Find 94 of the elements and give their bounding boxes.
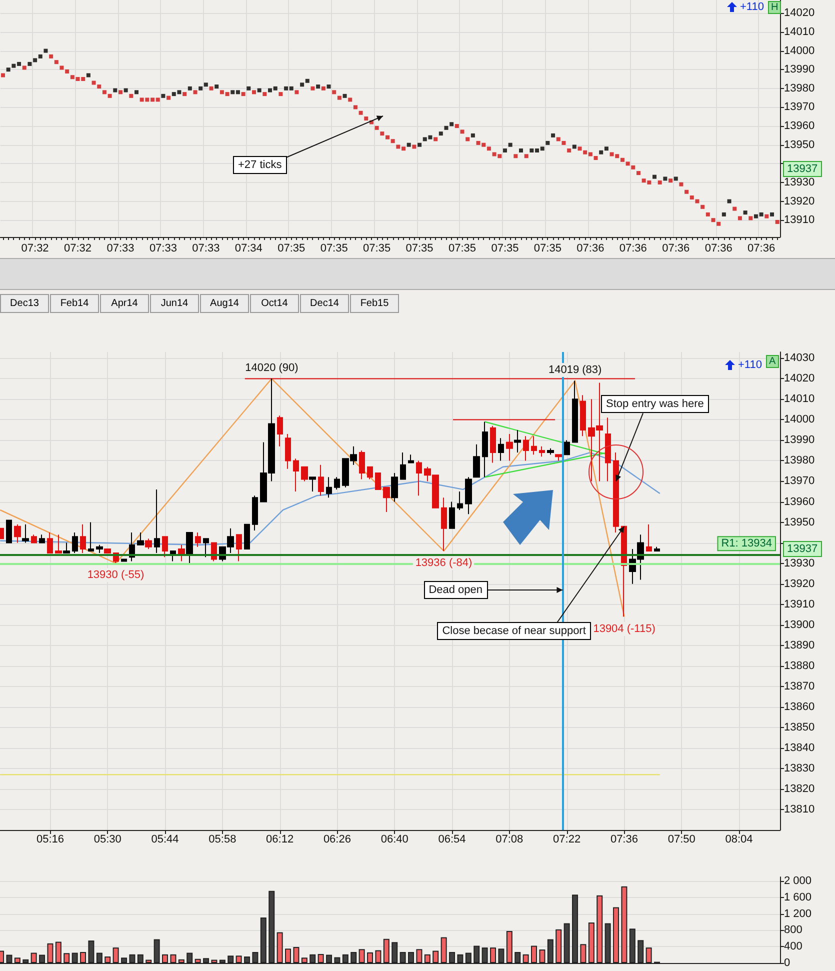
y-tick-label: 1 200 (784, 908, 812, 920)
y-tick-label: 13950 (784, 516, 815, 528)
annotation: 14020 (90) (243, 360, 300, 375)
y-tick-label: 13990 (784, 64, 815, 76)
x-tick-label: 06:40 (380, 834, 408, 846)
y-tick-label: 13920 (784, 578, 815, 590)
x-tick-label: 05:44 (151, 834, 179, 846)
x-tick-label: 07:36 (619, 242, 647, 254)
annotation: A (766, 355, 779, 368)
x-tick-label: 07:35 (491, 242, 519, 254)
y-tick-label: 800 (784, 924, 802, 936)
y-tick-label: 13980 (784, 82, 815, 94)
y-tick-label: 400 (784, 940, 802, 953)
x-tick-label: 07:22 (553, 834, 581, 846)
x-tick-label: 07:33 (106, 242, 134, 254)
y-tick-label: 13900 (784, 618, 815, 631)
y-tick-label: 13910 (784, 598, 815, 610)
y-tick-label: 13820 (784, 782, 815, 795)
x-tick-label: 05:16 (36, 834, 64, 846)
y-tick-label: 0 (784, 957, 790, 969)
y-tick-label: 14020 (784, 372, 815, 385)
x-tick-label: 05:58 (208, 834, 236, 846)
y-tick-label: 13920 (784, 195, 815, 208)
ref-line-label: R1: 13934 (721, 538, 772, 550)
annotation: 13937 (783, 540, 822, 557)
y-tick-label: 14000 (784, 44, 815, 57)
text: Feb15 (350, 294, 399, 313)
x-tick-label: 07:35 (278, 242, 306, 254)
text: Apr14 (100, 294, 149, 313)
x-tick-label: 06:54 (438, 834, 466, 846)
x-tick-label: 07:35 (448, 242, 476, 254)
y-tick-label: 13880 (784, 660, 815, 672)
annotation: 13937 (783, 161, 822, 178)
y-tick-label: 13840 (784, 742, 815, 754)
text: Jun14 (150, 294, 199, 313)
x-tick-label: 07:33 (149, 242, 177, 254)
y-tick-label: 13980 (784, 454, 815, 467)
annotation: 14019 (83) (546, 362, 604, 377)
x-tick-label: 06:12 (266, 834, 294, 846)
annotation: Dead open (424, 580, 488, 599)
y-tick-label: 14000 (784, 414, 815, 426)
y-tick-label: 14020 (784, 7, 815, 20)
text: Feb14 (50, 294, 99, 313)
x-tick-label: 08:04 (725, 834, 753, 846)
x-tick-label: 07:36 (662, 242, 690, 254)
y-tick-label: 13850 (784, 721, 815, 734)
annotation: 13936 (-84) (413, 556, 474, 570)
y-tick-label: 13810 (784, 803, 815, 816)
annotation: +27 ticks (233, 156, 287, 174)
y-tick-label: 13950 (784, 138, 815, 151)
text: Dec14 (300, 294, 349, 313)
annotation: H (768, 1, 782, 14)
y-tick-label: 13990 (784, 434, 815, 446)
y-tick-label: 14010 (784, 393, 815, 406)
x-tick-label: 07:50 (668, 834, 696, 846)
x-tick-label: 07:08 (496, 834, 524, 846)
annotation: Close becase of near support (437, 622, 591, 640)
x-tick-label: 07:34 (234, 242, 262, 254)
x-tick-label: 07:36 (576, 242, 604, 254)
annotation: 13930 (-55) (85, 568, 146, 582)
text: Oct14 (250, 294, 299, 313)
y-tick-label: 14010 (784, 26, 815, 38)
x-tick-label: 07:35 (534, 242, 562, 254)
x-tick-label: 07:36 (748, 242, 776, 254)
x-tick-label: 07:35 (363, 242, 391, 254)
y-tick-label: 1 600 (784, 891, 812, 904)
y-tick-label: 13930 (784, 176, 815, 188)
x-tick-label: 07:35 (406, 242, 434, 254)
annotation: 13904 (-115) (591, 622, 658, 636)
x-tick-label: 06:26 (323, 834, 351, 846)
y-tick-label: 13970 (784, 101, 815, 114)
y-tick-label: 14030 (784, 352, 815, 364)
annotation: +110 (738, 358, 762, 372)
y-tick-label: 13890 (784, 639, 815, 652)
y-tick-label: 13960 (784, 496, 815, 508)
y-tick-label: 13930 (784, 557, 815, 570)
annotation: +110 (740, 0, 764, 14)
annotation: Stop entry was here (601, 395, 709, 414)
y-tick-label: 13970 (784, 475, 815, 488)
text: Aug14 (200, 294, 249, 313)
y-tick-label: 13910 (784, 214, 815, 226)
y-tick-label: 13830 (784, 762, 815, 774)
text: Dec13 (0, 294, 49, 313)
y-tick-label: 2 000 (784, 875, 812, 888)
x-tick-label: 07:33 (192, 242, 220, 254)
y-tick-label: 13870 (784, 680, 815, 692)
y-tick-label: 13960 (784, 120, 815, 132)
x-tick-label: 07:36 (610, 834, 638, 846)
x-tick-label: 07:32 (21, 242, 49, 254)
x-tick-label: 05:30 (94, 834, 122, 846)
x-tick-label: 07:36 (704, 242, 732, 254)
x-tick-label: 07:32 (64, 242, 92, 254)
y-tick-label: 13860 (784, 700, 815, 713)
x-tick-label: 07:35 (320, 242, 348, 254)
